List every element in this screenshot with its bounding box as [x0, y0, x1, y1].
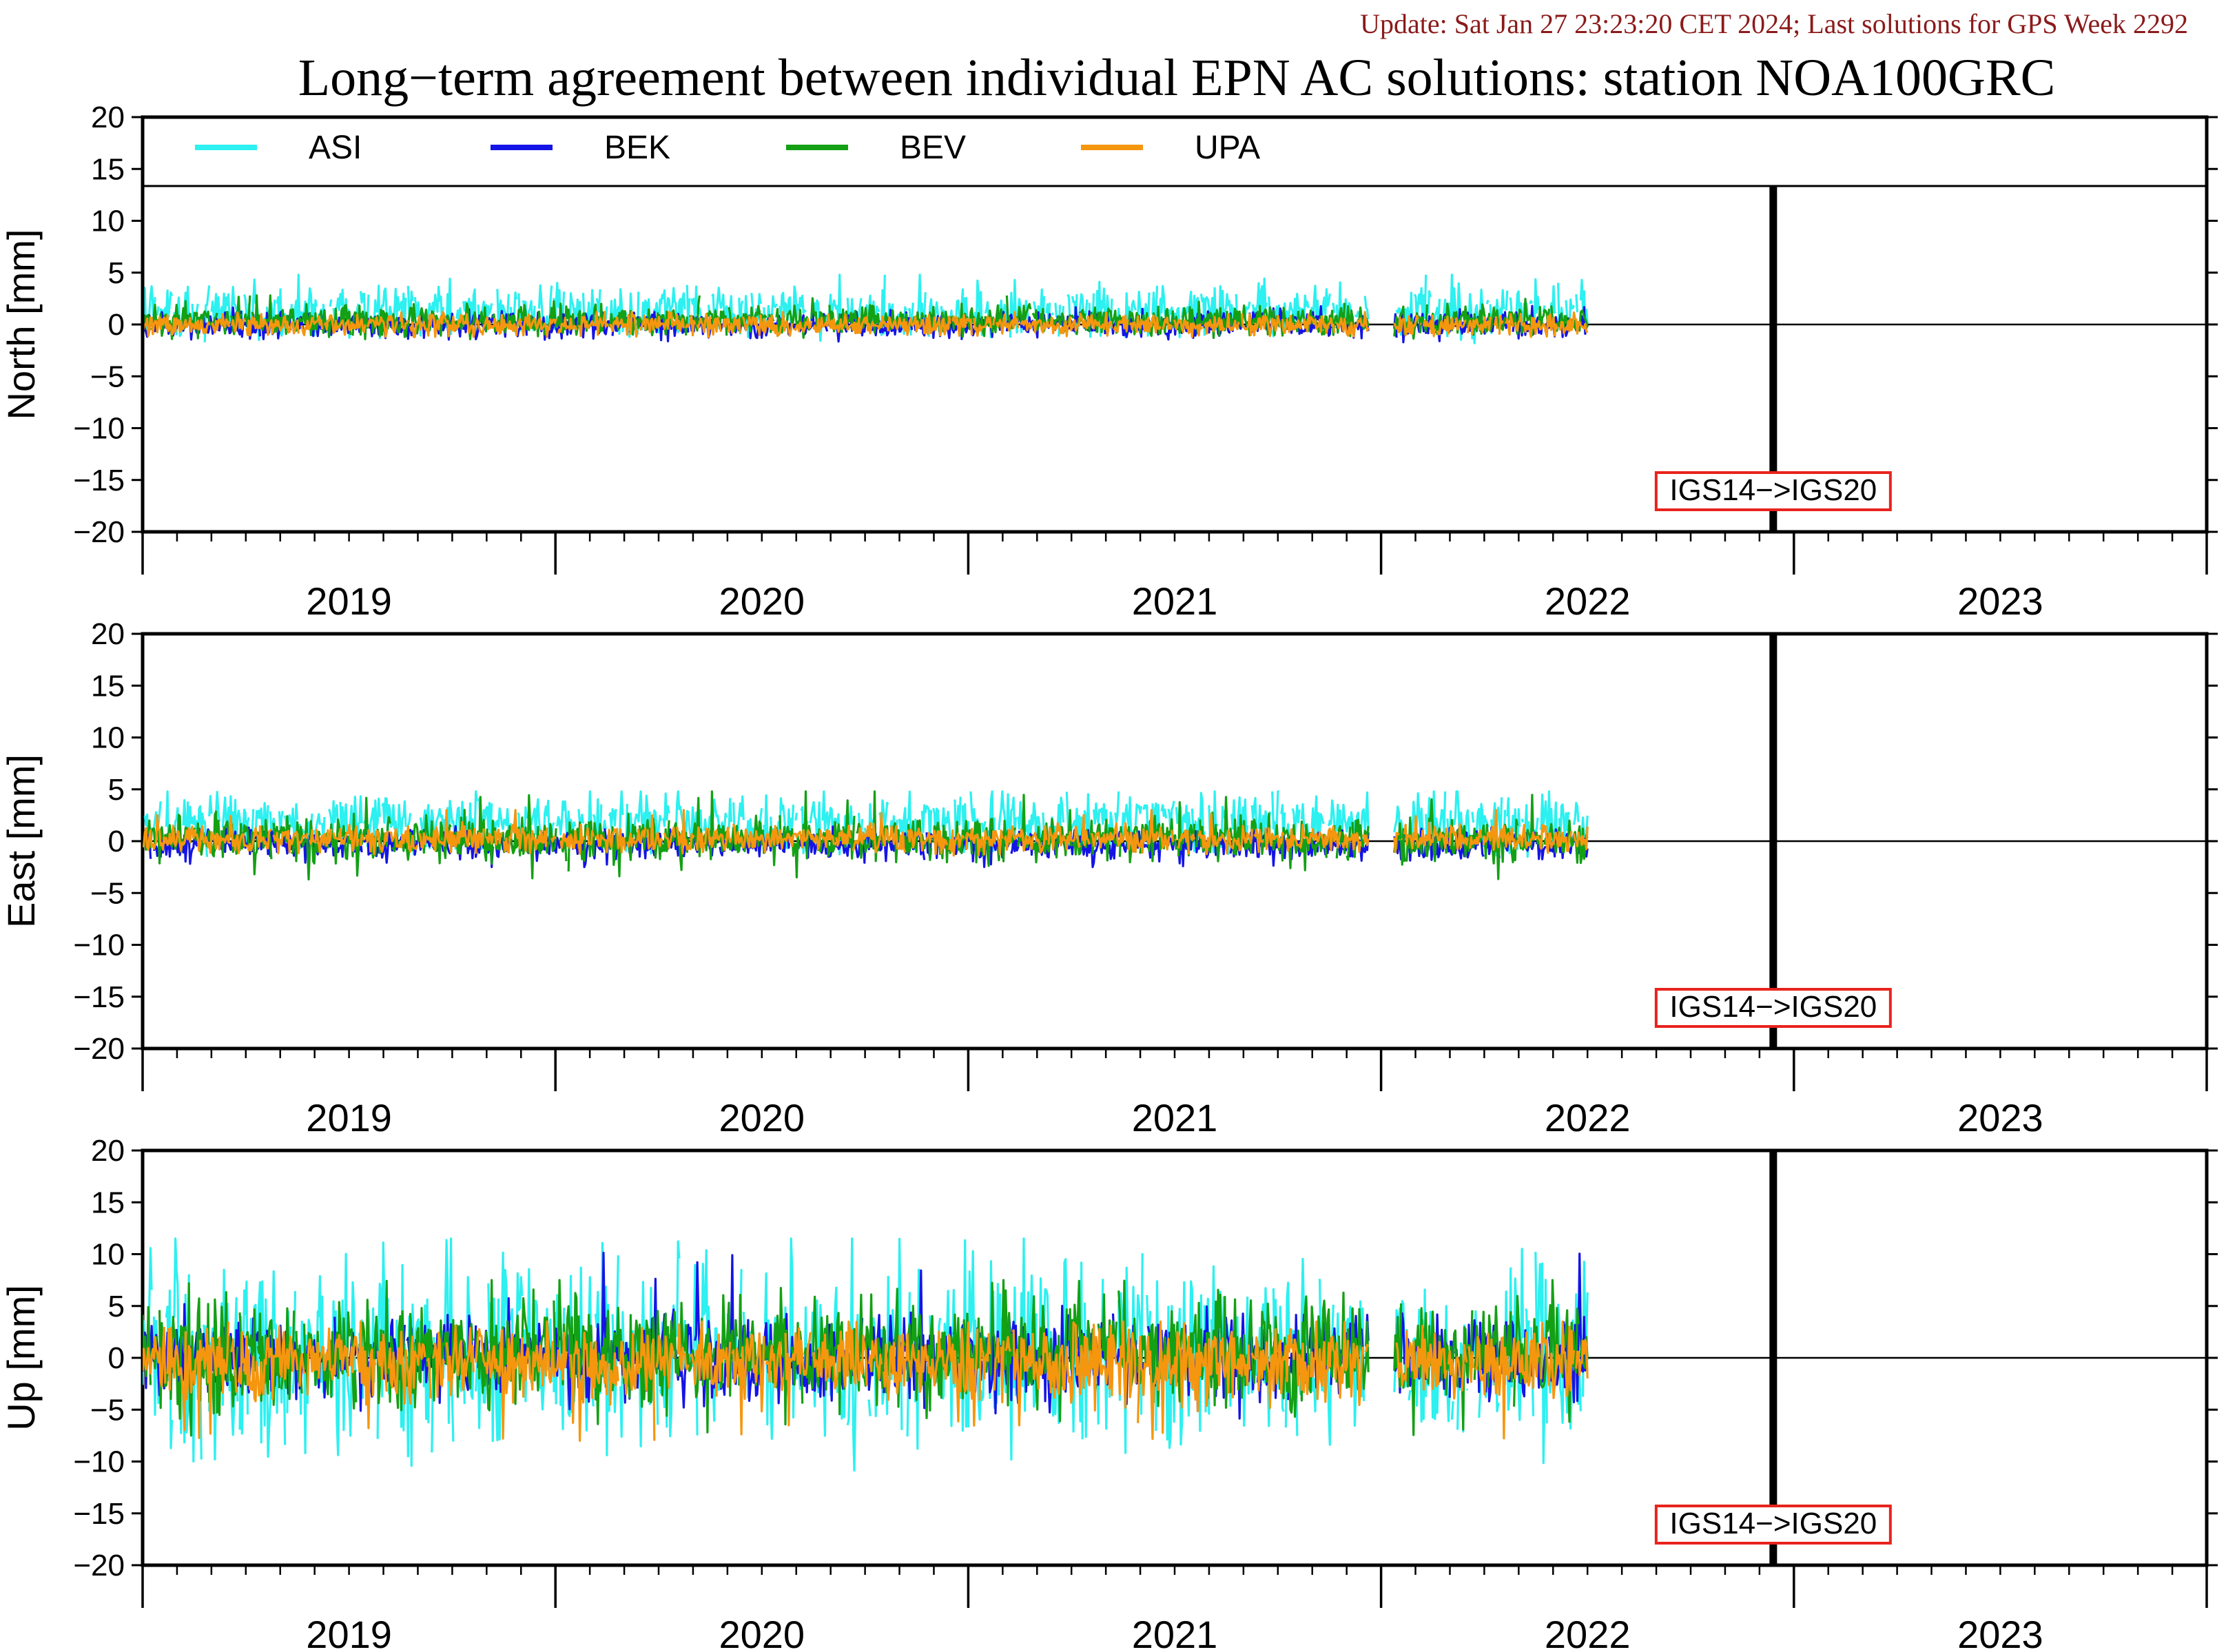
legend-background — [143, 119, 2206, 185]
legend-label-upa: UPA — [1195, 130, 1260, 166]
data-series-group — [143, 790, 1589, 881]
y-tick-label: 20 — [91, 617, 125, 651]
frame-change-label: IGS14−>IGS20 — [1669, 1507, 1877, 1540]
x-tick-label: 2019 — [306, 1613, 392, 1652]
x-tick-label: 2023 — [1957, 579, 2043, 623]
y-tick-label: −20 — [73, 1032, 125, 1066]
frame-change-label: IGS14−>IGS20 — [1669, 990, 1877, 1024]
frame-change-box — [1654, 471, 1892, 511]
y-tick-label: 0 — [108, 825, 125, 858]
series-line-upa — [143, 311, 1589, 338]
x-tick-label: 2019 — [306, 1096, 392, 1139]
y-tick-label: −15 — [73, 464, 125, 497]
x-tick-label: 2020 — [719, 1613, 805, 1652]
data-series-group — [143, 273, 1589, 344]
series-line-upa — [143, 809, 1589, 857]
legend-label-bek: BEK — [604, 130, 670, 166]
y-tick-label: 20 — [91, 1134, 125, 1168]
y-tick-label: 15 — [91, 152, 125, 186]
y-tick-label: −10 — [73, 1445, 125, 1479]
y-tick-label: 0 — [108, 1341, 125, 1375]
frame-change-box — [1654, 1505, 1892, 1545]
north-panel: IGS14−>IGS20 −20 −15 −10 −5 0 5 10 15 20 North [mm… — [0, 101, 2218, 623]
y-tick-label: 5 — [108, 773, 125, 807]
y-tick-label: −10 — [73, 929, 125, 962]
y-tick-label: −20 — [73, 1549, 125, 1582]
x-tick-label: 2022 — [1545, 1613, 1631, 1652]
y-axis-label: Up [mm] — [0, 1285, 43, 1431]
y-tick-label: 5 — [108, 256, 125, 290]
y-tick-label: 15 — [91, 669, 125, 703]
x-tick-label: 2021 — [1132, 579, 1218, 623]
y-axis-label: East [mm] — [0, 754, 43, 928]
y-tick-label: −20 — [73, 515, 125, 549]
y-axis-label: North [mm] — [0, 229, 43, 420]
y-tick-label: 10 — [91, 721, 125, 755]
x-tick-label: 2023 — [1957, 1613, 2043, 1652]
plot-frame-overlay — [141, 115, 2209, 534]
x-tick-label: 2022 — [1545, 1096, 1631, 1139]
chart-title: Long−term agreement between individual E… — [298, 49, 2056, 107]
y-tick-label: −5 — [90, 1393, 125, 1427]
x-tick-label: 2019 — [306, 579, 392, 623]
up-panel: IGS14−>IGS20 −20 −15 −10 −5 0 5 10 15 20 Up [mm] 20… — [0, 1134, 2218, 1652]
x-tick-label: 2021 — [1132, 1613, 1218, 1652]
update-timestamp: Update: Sat Jan 27 23:23:20 CET 2024; La… — [1360, 8, 2188, 39]
east-panel: IGS14−>IGS20 −20 −15 −10 −5 0 5 10 15 20 East [mm]… — [0, 617, 2218, 1139]
y-tick-label: −5 — [90, 876, 125, 910]
frame-change-box — [1654, 988, 1892, 1028]
y-tick-label: −5 — [90, 360, 125, 393]
y-tick-label: 10 — [91, 1238, 125, 1272]
y-tick-label: 0 — [108, 308, 125, 342]
y-tick-label: −15 — [73, 980, 125, 1014]
y-tick-label: 20 — [91, 101, 125, 134]
y-tick-label: 5 — [108, 1290, 125, 1323]
legend-label-bev: BEV — [900, 130, 966, 166]
x-tick-label: 2023 — [1957, 1096, 2043, 1139]
y-tick-label: 15 — [91, 1186, 125, 1219]
data-series-group — [143, 1237, 1589, 1472]
x-tick-label: 2021 — [1132, 1096, 1218, 1139]
x-tick-label: 2022 — [1545, 579, 1631, 623]
y-tick-label: 10 — [91, 205, 125, 238]
y-tick-label: −15 — [73, 1497, 125, 1531]
frame-change-label: IGS14−>IGS20 — [1669, 473, 1877, 507]
x-tick-label: 2020 — [719, 579, 805, 623]
y-tick-label: −10 — [73, 412, 125, 446]
x-tick-label: 2020 — [719, 1096, 805, 1139]
series-line-upa — [143, 1320, 1589, 1442]
legend-label-asi: ASI — [309, 130, 362, 166]
